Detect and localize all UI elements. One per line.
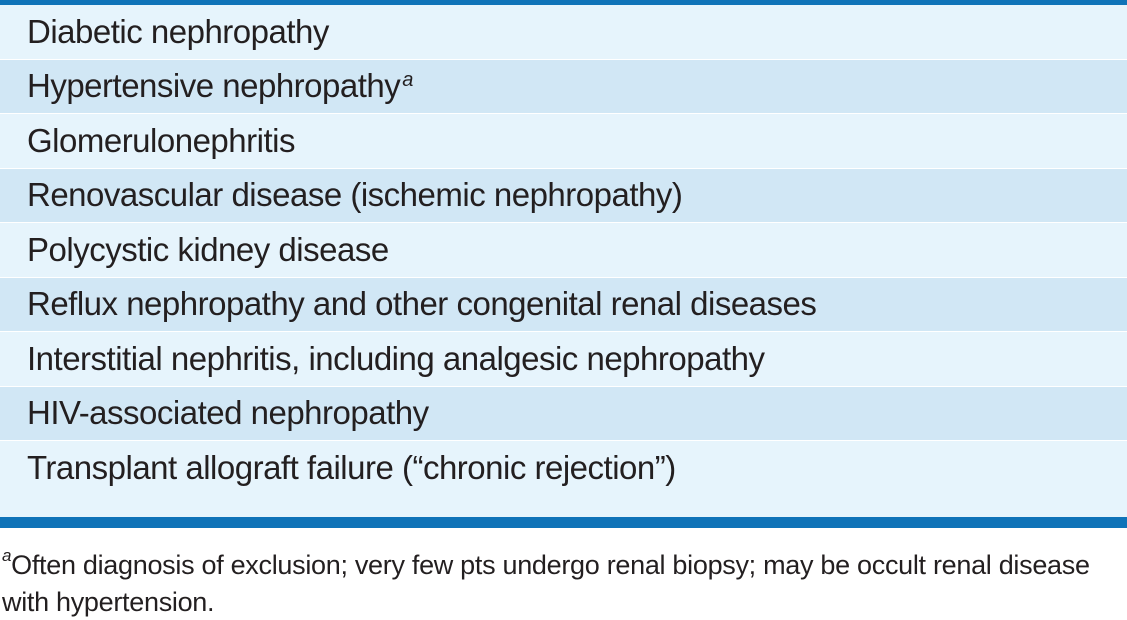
row-text: Reflux nephropathy and other congenital … bbox=[27, 285, 817, 323]
table-row: Interstitial nephritis, including analge… bbox=[0, 332, 1127, 387]
table-row: Hypertensive nephropathy a bbox=[0, 59, 1127, 114]
row-text: Glomerulonephritis bbox=[27, 121, 295, 159]
row-text: Transplant allograft failure (“chronic r… bbox=[27, 449, 676, 487]
row-text: Interstitial nephritis, including analge… bbox=[27, 339, 765, 377]
table-row: Reflux nephropathy and other congenital … bbox=[0, 277, 1127, 332]
table-body: Diabetic nephropathy Hypertensive nephro… bbox=[0, 5, 1127, 496]
causes-table: Diabetic nephropathy Hypertensive nephro… bbox=[0, 0, 1127, 528]
table-row: HIV-associated nephropathy bbox=[0, 386, 1127, 441]
row-text: HIV-associated nephropathy bbox=[27, 394, 429, 432]
row-text: Polycystic kidney disease bbox=[27, 230, 389, 268]
footnote-marker: a bbox=[402, 68, 413, 91]
table-row: Polycystic kidney disease bbox=[0, 223, 1127, 278]
row-text: Hypertensive nephropathy bbox=[27, 67, 401, 105]
row-text: Diabetic nephropathy bbox=[27, 12, 329, 50]
footnote-text: Often diagnosis of exclusion; very few p… bbox=[2, 550, 1090, 617]
table-row: Transplant allograft failure (“chronic r… bbox=[0, 441, 1127, 496]
table-row: Renovascular disease (ischemic nephropat… bbox=[0, 168, 1127, 223]
table-footnote: aOften diagnosis of exclusion; very few … bbox=[2, 540, 1122, 620]
table-row: Diabetic nephropathy bbox=[0, 5, 1127, 60]
footnote-marker: a bbox=[2, 546, 12, 565]
row-text: Renovascular disease (ischemic nephropat… bbox=[27, 176, 683, 214]
table-row: Glomerulonephritis bbox=[0, 114, 1127, 169]
